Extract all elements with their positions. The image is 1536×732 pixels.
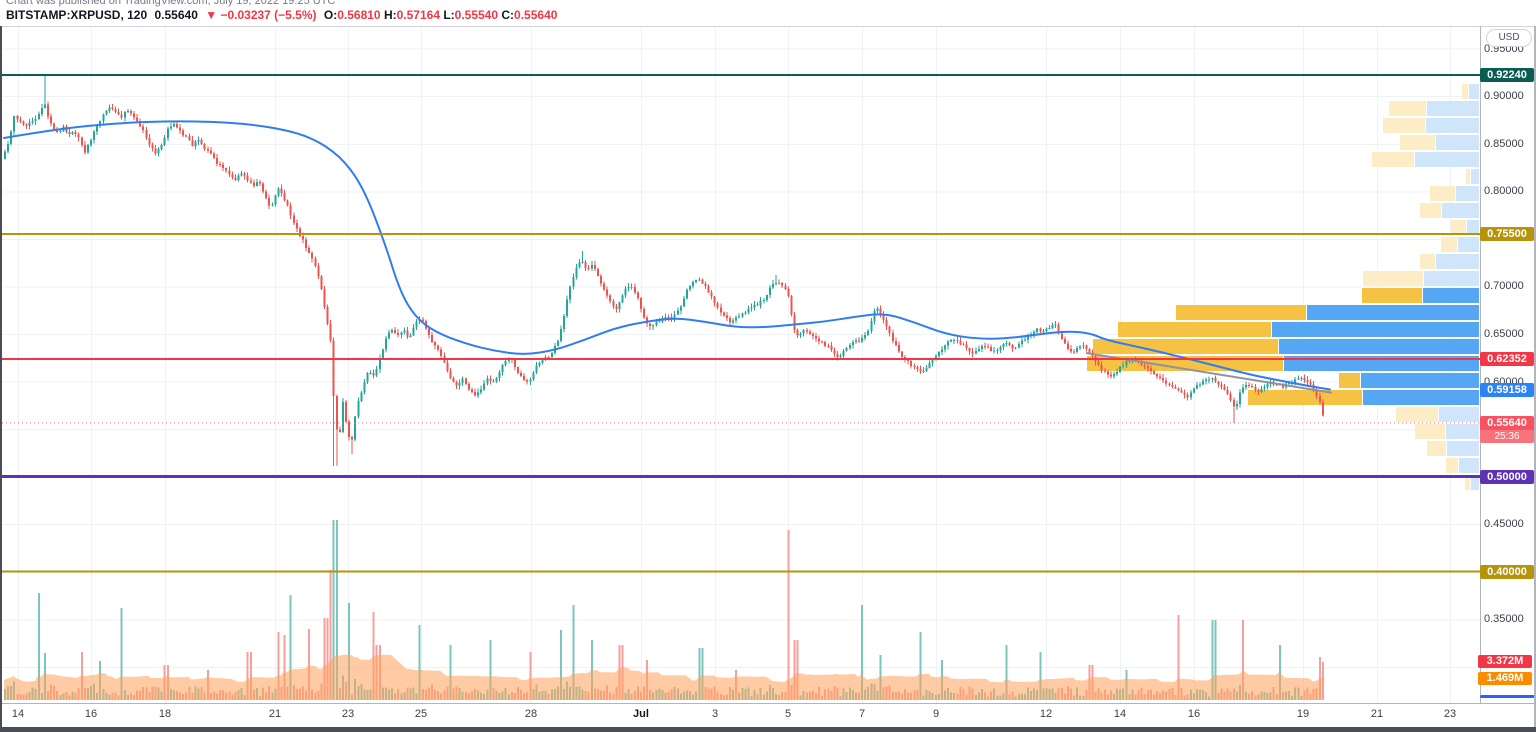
date-scale-label: 28 xyxy=(524,708,538,720)
date-scale-label: 21 xyxy=(268,708,282,720)
date-scale-label: 16 xyxy=(1187,708,1201,720)
date-scale-label: 21 xyxy=(1370,708,1384,720)
bar-countdown-timer: 25:36 xyxy=(1480,429,1534,443)
current-price-value: 0.55640 xyxy=(1480,415,1534,430)
symbol-legend: BITSTAMP:XRPUSD, 120 0.55640 ▼ −0.03237 … xyxy=(6,8,557,22)
volume-profile xyxy=(1087,84,1479,490)
ohlc-key: C: xyxy=(501,8,515,22)
price-level-tag: 0.62352 xyxy=(1480,352,1534,367)
ohlc-value: 0.55640 xyxy=(514,8,558,22)
date-scale-label: 18 xyxy=(158,708,172,720)
price-scale-label: 0.35000 xyxy=(1484,613,1524,626)
ohlc-key: O: xyxy=(323,8,338,22)
ohlc-value: 0.56810 xyxy=(337,8,384,22)
date-scale-label: 16 xyxy=(84,708,98,720)
date-scale-label: 23 xyxy=(341,708,355,720)
price-level-tag: 0.92240 xyxy=(1480,67,1534,82)
price-scale-label: 0.85000 xyxy=(1484,137,1524,150)
date-scale-label: 12 xyxy=(1039,708,1053,720)
window-border-left xyxy=(0,26,2,732)
date-scale-label: 3 xyxy=(711,708,719,720)
price-levels xyxy=(2,73,1480,573)
ohlc-value: 0.55540 xyxy=(454,8,502,22)
date-scale-label: Jul xyxy=(633,708,649,720)
date-scale-label: 5 xyxy=(784,708,792,720)
price-level-tag: 0.59158 xyxy=(1480,382,1534,397)
window-border-bottom xyxy=(0,727,1536,732)
volume-value-tag: 3.372M xyxy=(1478,655,1532,668)
window-border-right xyxy=(1534,26,1536,727)
date-scale-label: 14 xyxy=(1113,708,1127,720)
down-arrow-icon: ▼ xyxy=(205,8,218,22)
volume-value-tag: 1.469M xyxy=(1478,672,1532,685)
price-level-tag: 0.75500 xyxy=(1480,227,1534,242)
price-scale-label: 0.90000 xyxy=(1484,90,1524,103)
moving-average-line xyxy=(3,120,1331,391)
date-scale-label: 25 xyxy=(414,708,428,720)
date-scale-label: 9 xyxy=(932,708,940,720)
ohlc-key: H: xyxy=(383,8,397,22)
ohlc-key: L: xyxy=(443,8,455,22)
volume-ma-area xyxy=(4,654,1322,700)
currency-toggle-usd[interactable]: USD xyxy=(1486,29,1532,47)
price-scale-label: 0.80000 xyxy=(1484,185,1524,198)
ohlc-values: O:0.56810 H:0.57164 L:0.55540 C:0.55640 xyxy=(324,8,558,22)
price-level-tag: 0.40000 xyxy=(1480,564,1534,579)
date-scale-label: 19 xyxy=(1296,708,1310,720)
price-scale-label: 0.45000 xyxy=(1484,518,1524,531)
candles xyxy=(4,74,1324,467)
scroll-position-indicator xyxy=(1480,695,1535,698)
date-scale-label: 7 xyxy=(858,708,866,720)
symbol-title[interactable]: BITSTAMP:XRPUSD, 120 xyxy=(6,8,148,22)
volume-bars xyxy=(4,520,1324,700)
last-price: 0.55640 xyxy=(154,8,198,22)
price-change: −0.03237 (−5.5%) xyxy=(220,8,317,22)
price-scale-label: 0.70000 xyxy=(1484,280,1524,293)
date-scale-label: 23 xyxy=(1443,708,1457,720)
price-scale-label: 0.65000 xyxy=(1484,327,1524,340)
current-price-tag: 0.55640 25:36 xyxy=(1480,415,1534,443)
price-level-tag: 0.50000 xyxy=(1480,469,1534,484)
date-scale-label: 14 xyxy=(11,708,25,720)
ohlc-value: 0.57164 xyxy=(396,8,444,22)
publish-note: Chart was published on TradingView.com, … xyxy=(6,0,336,7)
